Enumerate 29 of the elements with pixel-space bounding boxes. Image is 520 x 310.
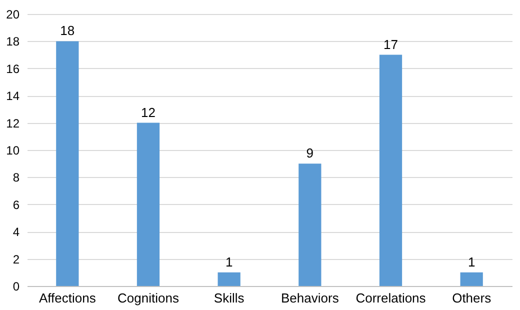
data-label: 9 (306, 146, 314, 161)
data-label: 1 (468, 254, 476, 270)
x-tick-label: Correlations (356, 290, 426, 306)
y-tick-label: 6 (12, 198, 20, 212)
x-tick-label: Skills (214, 290, 245, 306)
bar (218, 272, 240, 286)
y-tick-label: 10 (6, 144, 20, 158)
y-tick-label: 16 (6, 62, 20, 76)
bar (379, 54, 402, 286)
data-label: 1 (225, 254, 233, 270)
x-tick-label: Cognitions (118, 290, 180, 306)
bar (136, 122, 160, 286)
y-tick-label: 14 (6, 89, 20, 104)
y-tick-label: 4 (12, 225, 20, 240)
y-tick-label: 18 (6, 34, 20, 49)
data-label: 12 (141, 104, 156, 120)
bar (298, 164, 322, 286)
x-tick-label: Others (452, 290, 492, 306)
x-tick-label: Behaviors (281, 290, 340, 306)
y-tick-label: 8 (12, 170, 20, 185)
y-tick-label: 20 (6, 8, 20, 22)
data-label: 18 (60, 23, 75, 38)
bar (56, 41, 79, 286)
bar (460, 272, 483, 286)
data-label: 17 (384, 36, 398, 52)
y-tick-label: 0 (12, 280, 20, 294)
x-tick-label: Affections (38, 290, 96, 306)
y-tick-label: 12 (6, 116, 20, 130)
y-tick-label: 2 (12, 252, 20, 266)
